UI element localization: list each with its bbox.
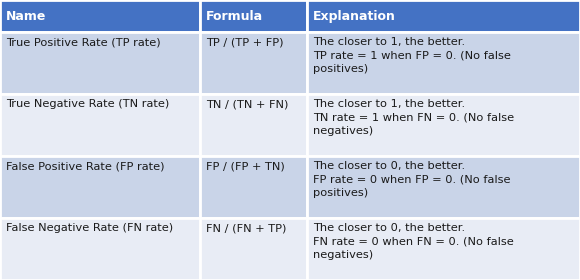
Bar [307, 32, 580, 94]
Text: False Positive Rate (FP rate): False Positive Rate (FP rate) [6, 161, 164, 171]
Bar [0, 32, 200, 94]
Text: The closer to 1, the better.
TP rate = 1 when FP = 0. (No false
positives): The closer to 1, the better. TP rate = 1… [313, 37, 511, 74]
Bar [307, 218, 580, 280]
Text: True Positive Rate (TP rate): True Positive Rate (TP rate) [6, 37, 161, 47]
Bar [0, 156, 200, 218]
Text: Explanation: Explanation [313, 10, 396, 23]
Bar [200, 32, 307, 94]
Bar [0, 0, 200, 32]
Bar [307, 0, 580, 32]
Text: FN / (FN + TP): FN / (FN + TP) [206, 223, 287, 233]
Text: TN / (TN + FN): TN / (TN + FN) [206, 99, 288, 109]
Bar [200, 218, 307, 280]
Bar [307, 94, 580, 156]
Text: The closer to 1, the better.
TN rate = 1 when FN = 0. (No false
negatives): The closer to 1, the better. TN rate = 1… [313, 99, 514, 136]
Text: The closer to 0, the better.
FN rate = 0 when FN = 0. (No false
negatives): The closer to 0, the better. FN rate = 0… [313, 223, 514, 260]
Text: True Negative Rate (TN rate): True Negative Rate (TN rate) [6, 99, 169, 109]
Text: The closer to 0, the better.
FP rate = 0 when FP = 0. (No false
positives): The closer to 0, the better. FP rate = 0… [313, 161, 511, 198]
Text: Name: Name [6, 10, 46, 23]
Bar [200, 156, 307, 218]
Text: FP / (FP + TN): FP / (FP + TN) [206, 161, 285, 171]
Bar [200, 0, 307, 32]
Bar [0, 218, 200, 280]
Text: TP / (TP + FP): TP / (TP + FP) [206, 37, 284, 47]
Text: False Negative Rate (FN rate): False Negative Rate (FN rate) [6, 223, 173, 233]
Text: Formula: Formula [206, 10, 263, 23]
Bar [307, 156, 580, 218]
Bar [0, 94, 200, 156]
Bar [200, 94, 307, 156]
